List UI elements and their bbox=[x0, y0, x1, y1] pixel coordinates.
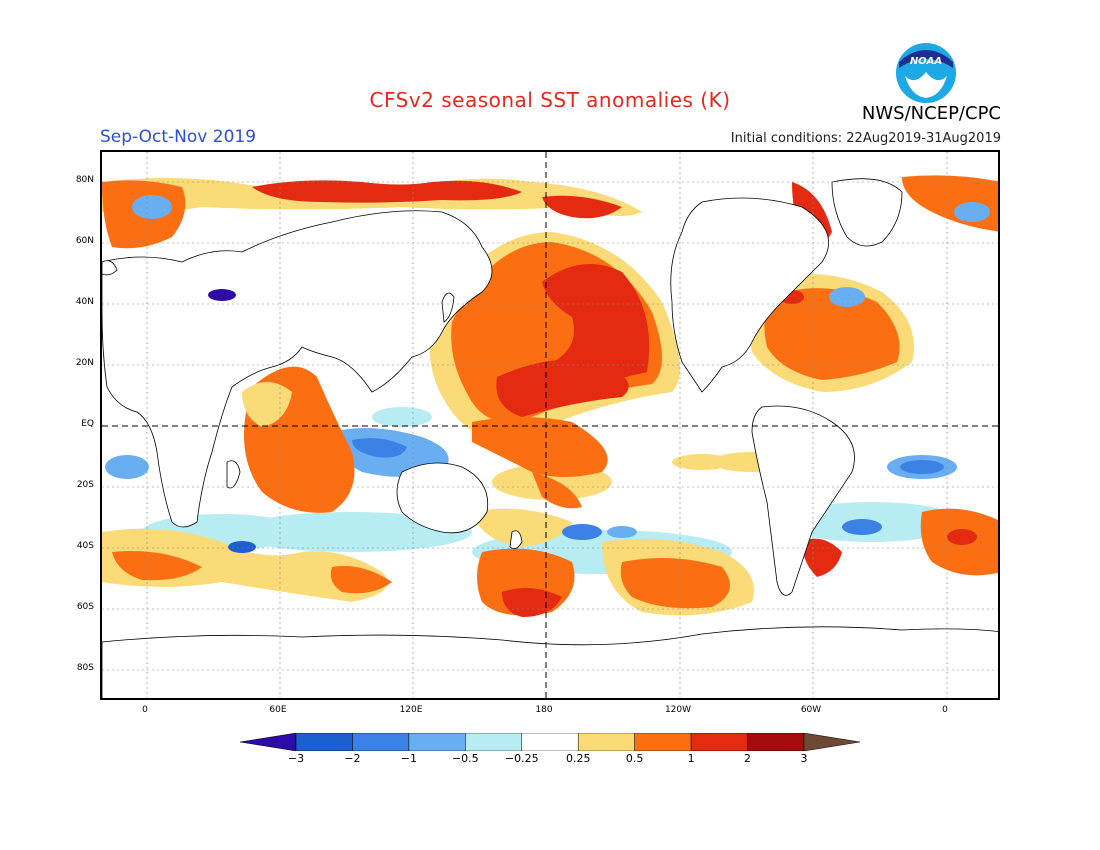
reference-lines bbox=[102, 152, 998, 698]
map-canvas bbox=[102, 152, 998, 698]
colorbar-segment bbox=[634, 733, 692, 751]
colorbar-min-triangle bbox=[240, 733, 297, 751]
colorbar-tick-label: 0.5 bbox=[625, 752, 644, 765]
sst-anomaly-field bbox=[102, 175, 998, 617]
lon-label-120w: 120W bbox=[664, 705, 692, 715]
colorbar-tick-label: 0.25 bbox=[565, 752, 591, 765]
sst-anomaly-map bbox=[100, 150, 1000, 700]
lat-label-40n: 40N bbox=[75, 297, 94, 307]
season-label: Sep-Oct-Nov 2019 bbox=[100, 127, 257, 147]
colorbar-segment bbox=[295, 733, 353, 751]
lat-label-80s: 80S bbox=[76, 663, 94, 673]
lat-label-80n: 80N bbox=[75, 175, 94, 185]
noaa-logo-text: NOAA bbox=[910, 56, 942, 67]
black-sea bbox=[208, 289, 236, 301]
lon-label-60e: 60E bbox=[269, 705, 287, 715]
colorbar-tick-label: 2 bbox=[744, 752, 752, 765]
colorbar-tick-label: −0.25 bbox=[504, 752, 539, 765]
lon-label-120e: 120E bbox=[399, 705, 423, 715]
colorbar-segment bbox=[690, 733, 748, 751]
lat-label-60s: 60S bbox=[76, 602, 94, 612]
agency-label: NWS/NCEP/CPC bbox=[861, 103, 1001, 124]
colorbar-tick-label: −1 bbox=[400, 752, 417, 765]
colorbar bbox=[240, 733, 860, 751]
lon-label-60w: 60W bbox=[800, 705, 822, 715]
grid-lines bbox=[102, 152, 998, 698]
lon-label-180: 180 bbox=[535, 705, 553, 715]
colorbar-tick-label: 1 bbox=[687, 752, 695, 765]
colorbar-segment bbox=[465, 733, 523, 751]
lat-label-20s: 20S bbox=[76, 480, 94, 490]
colorbar-max-triangle bbox=[803, 733, 860, 751]
chart-title: CFSv2 seasonal SST anomalies (K) bbox=[369, 88, 731, 112]
colorbar-segment bbox=[352, 733, 410, 751]
lat-label-eq: EQ bbox=[81, 419, 94, 429]
lon-label-0: 0 bbox=[142, 705, 148, 715]
lat-label-60n: 60N bbox=[75, 236, 94, 246]
lat-label-40s: 40S bbox=[76, 541, 94, 551]
colorbar-tick-label: −2 bbox=[344, 752, 361, 765]
colorbar-segment bbox=[408, 733, 466, 751]
initial-conditions-label: Initial conditions: 22Aug2019-31Aug2019 bbox=[730, 131, 1001, 146]
lon-label-0-east: 0 bbox=[942, 705, 948, 715]
colorbar-segment bbox=[521, 733, 579, 751]
colorbar-segment bbox=[747, 733, 805, 751]
colorbar-tick-label: 3 bbox=[800, 752, 808, 765]
colorbar-tick-label: −3 bbox=[287, 752, 305, 765]
colorbar-tick-label: −0.5 bbox=[451, 752, 479, 765]
colorbar-segment bbox=[577, 733, 635, 751]
noaa-logo: NOAA bbox=[896, 43, 956, 103]
lat-label-20n: 20N bbox=[75, 358, 94, 368]
